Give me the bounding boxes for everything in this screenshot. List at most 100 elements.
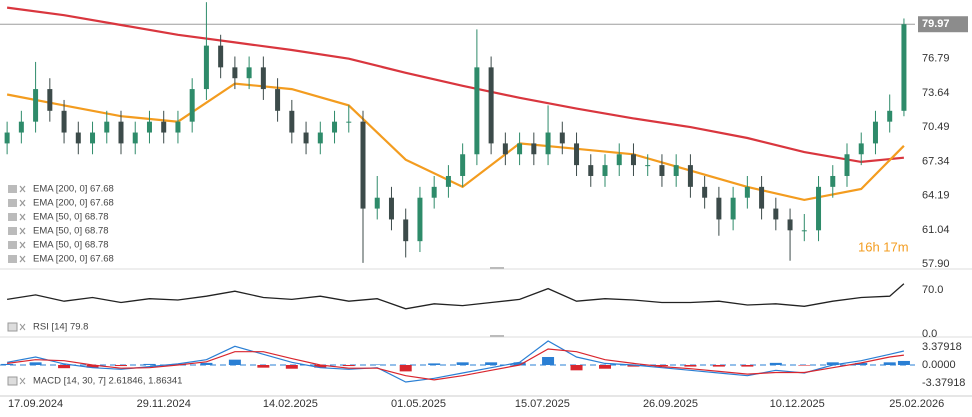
histogram-bar xyxy=(485,362,498,365)
x-tick-label: 25.02.2026 xyxy=(889,398,944,410)
histogram-bar xyxy=(86,364,99,368)
series-line xyxy=(6,6,905,164)
x-tick-label: 01.05.2025 xyxy=(391,398,446,410)
candle-body xyxy=(246,67,252,79)
candle-body xyxy=(630,154,636,166)
x-tick-label: 29.11.2024 xyxy=(137,398,191,410)
legend-icon xyxy=(8,199,17,207)
y-tick-label: 70.0 xyxy=(922,284,943,296)
candle-body xyxy=(431,186,437,198)
candle-body xyxy=(559,132,565,144)
histogram-bar xyxy=(570,364,583,371)
histogram-bar xyxy=(29,362,42,365)
candle-body xyxy=(872,121,878,144)
legend-close-icon xyxy=(19,255,26,263)
candle-body xyxy=(545,132,551,155)
candle-body xyxy=(787,219,793,231)
y-tick-label: 61.04 xyxy=(922,224,950,236)
candle-body xyxy=(517,143,523,155)
histogram-bar xyxy=(257,364,270,368)
y-tick-label: 64.19 xyxy=(922,190,950,202)
legend-close-icon xyxy=(19,213,26,221)
candle-body xyxy=(844,154,850,176)
candle-body xyxy=(702,186,708,198)
histogram-bar xyxy=(741,364,754,367)
candle-body xyxy=(132,132,138,144)
candle-body xyxy=(332,121,338,133)
histogram-bar xyxy=(599,364,611,369)
candle-body xyxy=(816,186,822,231)
histogram-bar xyxy=(542,357,555,365)
candle-body xyxy=(47,89,53,111)
histogram-bar xyxy=(627,364,640,367)
panel-handle[interactable] xyxy=(490,335,504,337)
legend-close-icon xyxy=(19,199,26,207)
candle-body xyxy=(502,143,508,155)
legend-entry: EMA [50, 0] 68.78 xyxy=(33,226,109,237)
candle-body xyxy=(887,110,893,122)
y-tick-label: 3.37918 xyxy=(922,341,962,353)
x-tick-label: 15.07.2025 xyxy=(515,398,570,410)
candle-body xyxy=(374,197,380,209)
series-line xyxy=(6,340,905,383)
histogram-bar xyxy=(399,364,412,372)
candle-body xyxy=(602,165,608,176)
x-tick-label: 26.09.2025 xyxy=(643,398,698,410)
histogram-bar xyxy=(655,364,668,367)
histogram-bar xyxy=(342,364,355,367)
legend-icon xyxy=(8,213,17,221)
y-tick-label: 76.79 xyxy=(922,53,950,65)
legend-icon xyxy=(8,241,17,249)
legend-entry: EMA [200, 0] 67.68 xyxy=(33,254,114,265)
candle-body xyxy=(417,197,423,242)
candle-body xyxy=(18,121,24,133)
panel-handle[interactable] xyxy=(490,267,504,269)
histogram-bar xyxy=(897,360,910,365)
x-tick-label: 17.09.2024 xyxy=(8,398,63,410)
series-line xyxy=(7,348,904,381)
candle-body xyxy=(289,110,295,133)
candle-body xyxy=(61,110,67,133)
histogram-bar xyxy=(115,364,127,367)
y-tick-label: -3.37918 xyxy=(922,377,965,389)
histogram-bar xyxy=(684,364,697,367)
y-tick-label: 0.0000 xyxy=(922,359,956,371)
indicator-label: MACD [14, 30, 7] 2.61846, 1.86341 xyxy=(33,376,182,387)
histogram-bar xyxy=(285,364,298,369)
candle-body xyxy=(488,67,494,144)
legend-close-icon xyxy=(7,376,26,386)
candle-body xyxy=(346,121,352,123)
legend-icon xyxy=(8,255,17,263)
candle-body xyxy=(588,165,594,176)
x-tick-label: 10.12.2025 xyxy=(770,398,825,410)
legend-close-icon xyxy=(19,241,26,249)
histogram-bar xyxy=(200,362,213,365)
x-tick-label: 14.02.2025 xyxy=(263,398,318,410)
candle-body xyxy=(659,165,665,176)
candle-body xyxy=(146,121,152,133)
histogram-bar xyxy=(58,364,71,369)
candle-body xyxy=(730,197,736,220)
candle-body xyxy=(189,89,195,122)
candle-body xyxy=(687,165,693,187)
candle-body xyxy=(645,165,651,167)
candle-body xyxy=(673,165,679,176)
candle-body xyxy=(75,132,81,144)
legend-close-icon xyxy=(7,322,26,332)
candle-body xyxy=(33,89,39,122)
candle-body xyxy=(175,121,181,133)
histogram-bar xyxy=(143,363,156,365)
candle-body xyxy=(260,67,266,90)
countdown: 16h 17m xyxy=(858,239,909,254)
legend-entry: EMA [200, 0] 67.68 xyxy=(33,184,114,195)
histogram-bar xyxy=(883,362,896,365)
candle-body xyxy=(616,154,622,166)
legend-entry: EMA [50, 0] 68.78 xyxy=(33,240,109,251)
legend-icon xyxy=(8,227,17,235)
candle-body xyxy=(275,89,281,111)
candle-body xyxy=(531,143,537,155)
candle-body xyxy=(317,132,323,144)
legend-icon xyxy=(8,185,17,193)
